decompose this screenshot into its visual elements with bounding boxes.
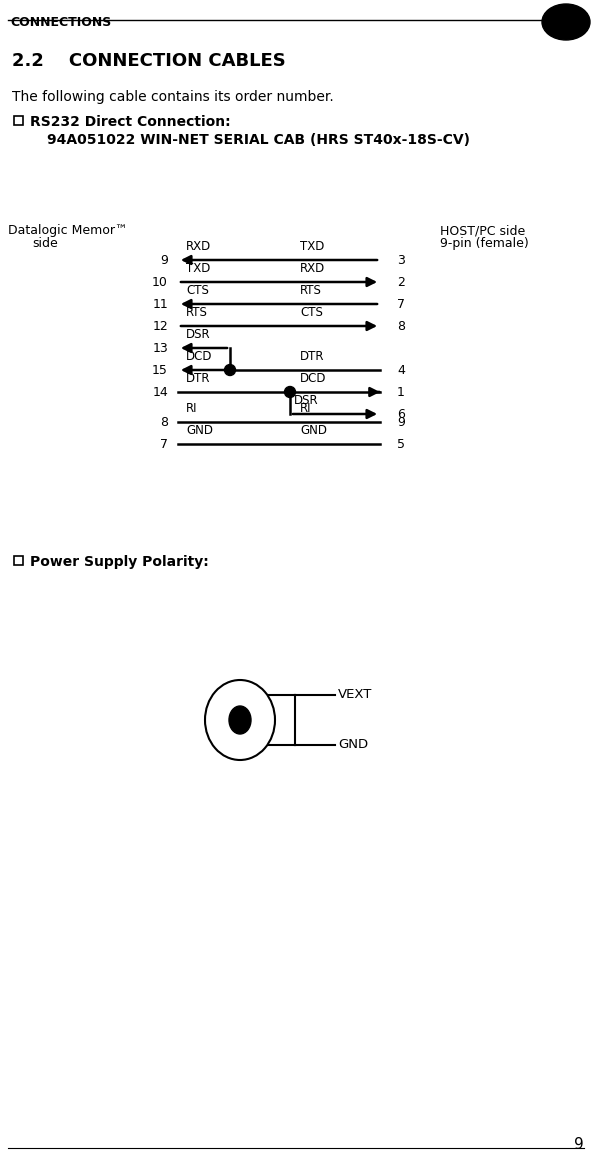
Text: DCD: DCD [186, 349, 213, 363]
Text: DCD: DCD [300, 372, 327, 385]
Text: 7: 7 [397, 297, 405, 310]
Text: DTR: DTR [186, 372, 211, 385]
Text: DSR: DSR [294, 394, 318, 408]
Text: 14: 14 [152, 385, 168, 398]
Bar [14, 116, 23, 125]
Text: VEXT: VEXT [338, 688, 372, 701]
Text: 4: 4 [397, 363, 405, 376]
Text: HOST/PC side: HOST/PC side [440, 224, 525, 237]
Text: 8: 8 [160, 416, 168, 428]
Circle shape [224, 365, 236, 375]
Ellipse shape [205, 680, 275, 760]
Text: RI: RI [300, 402, 311, 414]
Text: CTS: CTS [300, 307, 323, 319]
Text: 15: 15 [152, 363, 168, 376]
Text: RS232 Direct Connection:: RS232 Direct Connection: [30, 115, 231, 129]
Text: 2: 2 [559, 13, 573, 31]
Text: 10: 10 [152, 275, 168, 288]
Text: RTS: RTS [186, 307, 208, 319]
Text: GND: GND [186, 424, 213, 437]
Text: TXD: TXD [300, 240, 324, 253]
Text: 8: 8 [397, 319, 405, 332]
Text: TXD: TXD [186, 262, 210, 275]
Text: 5: 5 [397, 438, 405, 450]
Text: 7: 7 [160, 438, 168, 450]
Text: 3: 3 [397, 253, 405, 267]
Text: 2: 2 [397, 275, 405, 288]
Text: 9: 9 [574, 1137, 584, 1152]
Text: 6: 6 [397, 408, 405, 420]
Text: 11: 11 [152, 297, 168, 310]
Text: DSR: DSR [186, 329, 211, 341]
Text: 9: 9 [160, 253, 168, 267]
Text: 2.2    CONNECTION CABLES: 2.2 CONNECTION CABLES [12, 52, 286, 70]
Text: CONNECTIONS: CONNECTIONS [10, 16, 111, 29]
Text: 1: 1 [397, 385, 405, 398]
Text: GND: GND [300, 424, 327, 437]
Text: RI: RI [186, 402, 198, 414]
Text: RXD: RXD [300, 262, 325, 275]
Text: RXD: RXD [186, 240, 211, 253]
Text: RTS: RTS [300, 284, 322, 297]
Text: side: side [32, 237, 58, 250]
Text: Datalogic Memor™: Datalogic Memor™ [8, 224, 127, 237]
Ellipse shape [542, 3, 590, 39]
Text: CTS: CTS [186, 284, 209, 297]
Bar [14, 556, 23, 565]
Circle shape [285, 387, 295, 397]
Text: 9: 9 [397, 416, 405, 428]
Text: The following cable contains its order number.: The following cable contains its order n… [12, 91, 334, 104]
Text: 94A051022 WIN-NET SERIAL CAB (HRS ST40x-18S-CV): 94A051022 WIN-NET SERIAL CAB (HRS ST40x-… [47, 134, 470, 147]
Text: Power Supply Polarity:: Power Supply Polarity: [30, 555, 209, 569]
Ellipse shape [229, 706, 251, 734]
Text: DTR: DTR [300, 349, 324, 363]
Text: 12: 12 [152, 319, 168, 332]
Text: 9-pin (female): 9-pin (female) [440, 237, 529, 250]
Text: GND: GND [338, 738, 368, 751]
Text: 13: 13 [152, 341, 168, 354]
